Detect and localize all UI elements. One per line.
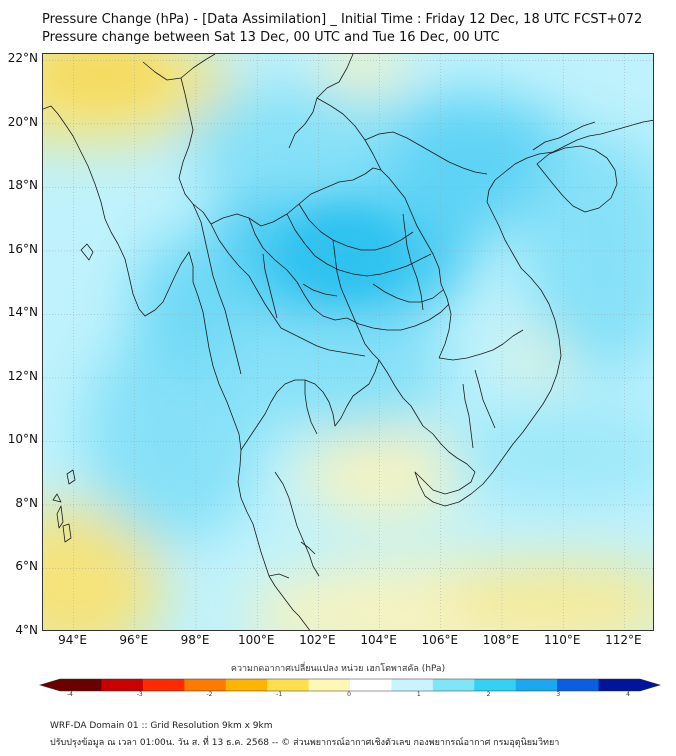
lon-tick-label: 102°E (299, 633, 336, 647)
colorbar-segment (350, 679, 392, 691)
lon-tick-label: 94°E (58, 633, 88, 647)
colorbar-segment (432, 679, 475, 691)
colorbar-tick-label: -3 (136, 691, 143, 698)
map-title: Pressure Change (hPa) - [Data Assimilati… (42, 12, 643, 27)
colorbar-tick-label: 1 (416, 691, 421, 698)
lon-tick-label: 96°E (119, 633, 149, 647)
lon-tick-label: 106°E (421, 633, 459, 647)
pressure-change-field (43, 54, 653, 630)
colorbar-tick-label: 3 (556, 691, 561, 698)
colorbar-segment (184, 679, 227, 691)
coastlines-borders (43, 54, 653, 630)
colorbar-tick-label: -4 (67, 691, 73, 698)
colorbar-segment (225, 679, 268, 691)
map-subtitle: Pressure change between Sat 13 Dec, 00 U… (42, 30, 500, 45)
colorbar-segment (142, 679, 185, 691)
colorbar-segment (60, 679, 102, 691)
lat-tick-label: 12°N (7, 368, 38, 383)
lon-tick-label: 110°E (543, 633, 581, 647)
colorbar-segment (474, 679, 517, 691)
colorbar-segment (515, 679, 558, 691)
colorbar-tick-label: -1 (276, 691, 283, 698)
lat-tick-label: 22°N (7, 51, 38, 66)
colorbar-min-extend (40, 679, 60, 691)
lat-tick-label: 6°N (15, 559, 38, 574)
lon-tick-label: 104°E (360, 633, 397, 647)
lon-tick-label: 98°E (180, 633, 210, 647)
footer-model-info: WRF-DA Domain 01 :: Grid Resolution 9km … (50, 721, 273, 731)
colorbar-max-extend (640, 679, 660, 691)
colorbar-segment (557, 679, 600, 691)
footer-credits: ปรับปรุงข้อมูล ณ เวลา 01:00น. วัน ส. ที่… (50, 738, 560, 748)
lat-tick-label: 4°N (15, 623, 38, 637)
colorbar-tick-label: 0 (347, 691, 351, 698)
colorbar (38, 678, 662, 692)
lat-tick-label: 18°N (7, 178, 38, 193)
colorbar-tick-label: -2 (206, 691, 213, 698)
lon-tick-label: 100°E (237, 633, 275, 647)
lat-tick-label: 14°N (7, 305, 38, 320)
lon-tick-label: 108°E (482, 633, 520, 647)
colorbar-segment (391, 679, 434, 691)
lon-tick-label: 112°E (605, 633, 642, 647)
lat-tick-label: 20°N (7, 114, 38, 129)
lat-tick-label: 8°N (15, 495, 38, 510)
colorbar-tick-label: 4 (626, 691, 630, 698)
colorbar-outline (38, 678, 662, 692)
field-blobs (43, 54, 653, 630)
lat-tick-label: 16°N (7, 241, 38, 256)
colorbar-segment (308, 679, 351, 691)
colorbar-caption: ความกดอากาศเปลี่ยนแปลง หน่วย เฮกโตพาสคัล… (230, 664, 446, 674)
colorbar-segment (598, 679, 641, 691)
colorbar-tick-label: 2 (486, 691, 491, 698)
colorbar-segment (101, 679, 144, 691)
colorbar-segment (267, 679, 310, 691)
map-panel (42, 53, 654, 631)
lat-tick-label: 10°N (7, 432, 38, 447)
